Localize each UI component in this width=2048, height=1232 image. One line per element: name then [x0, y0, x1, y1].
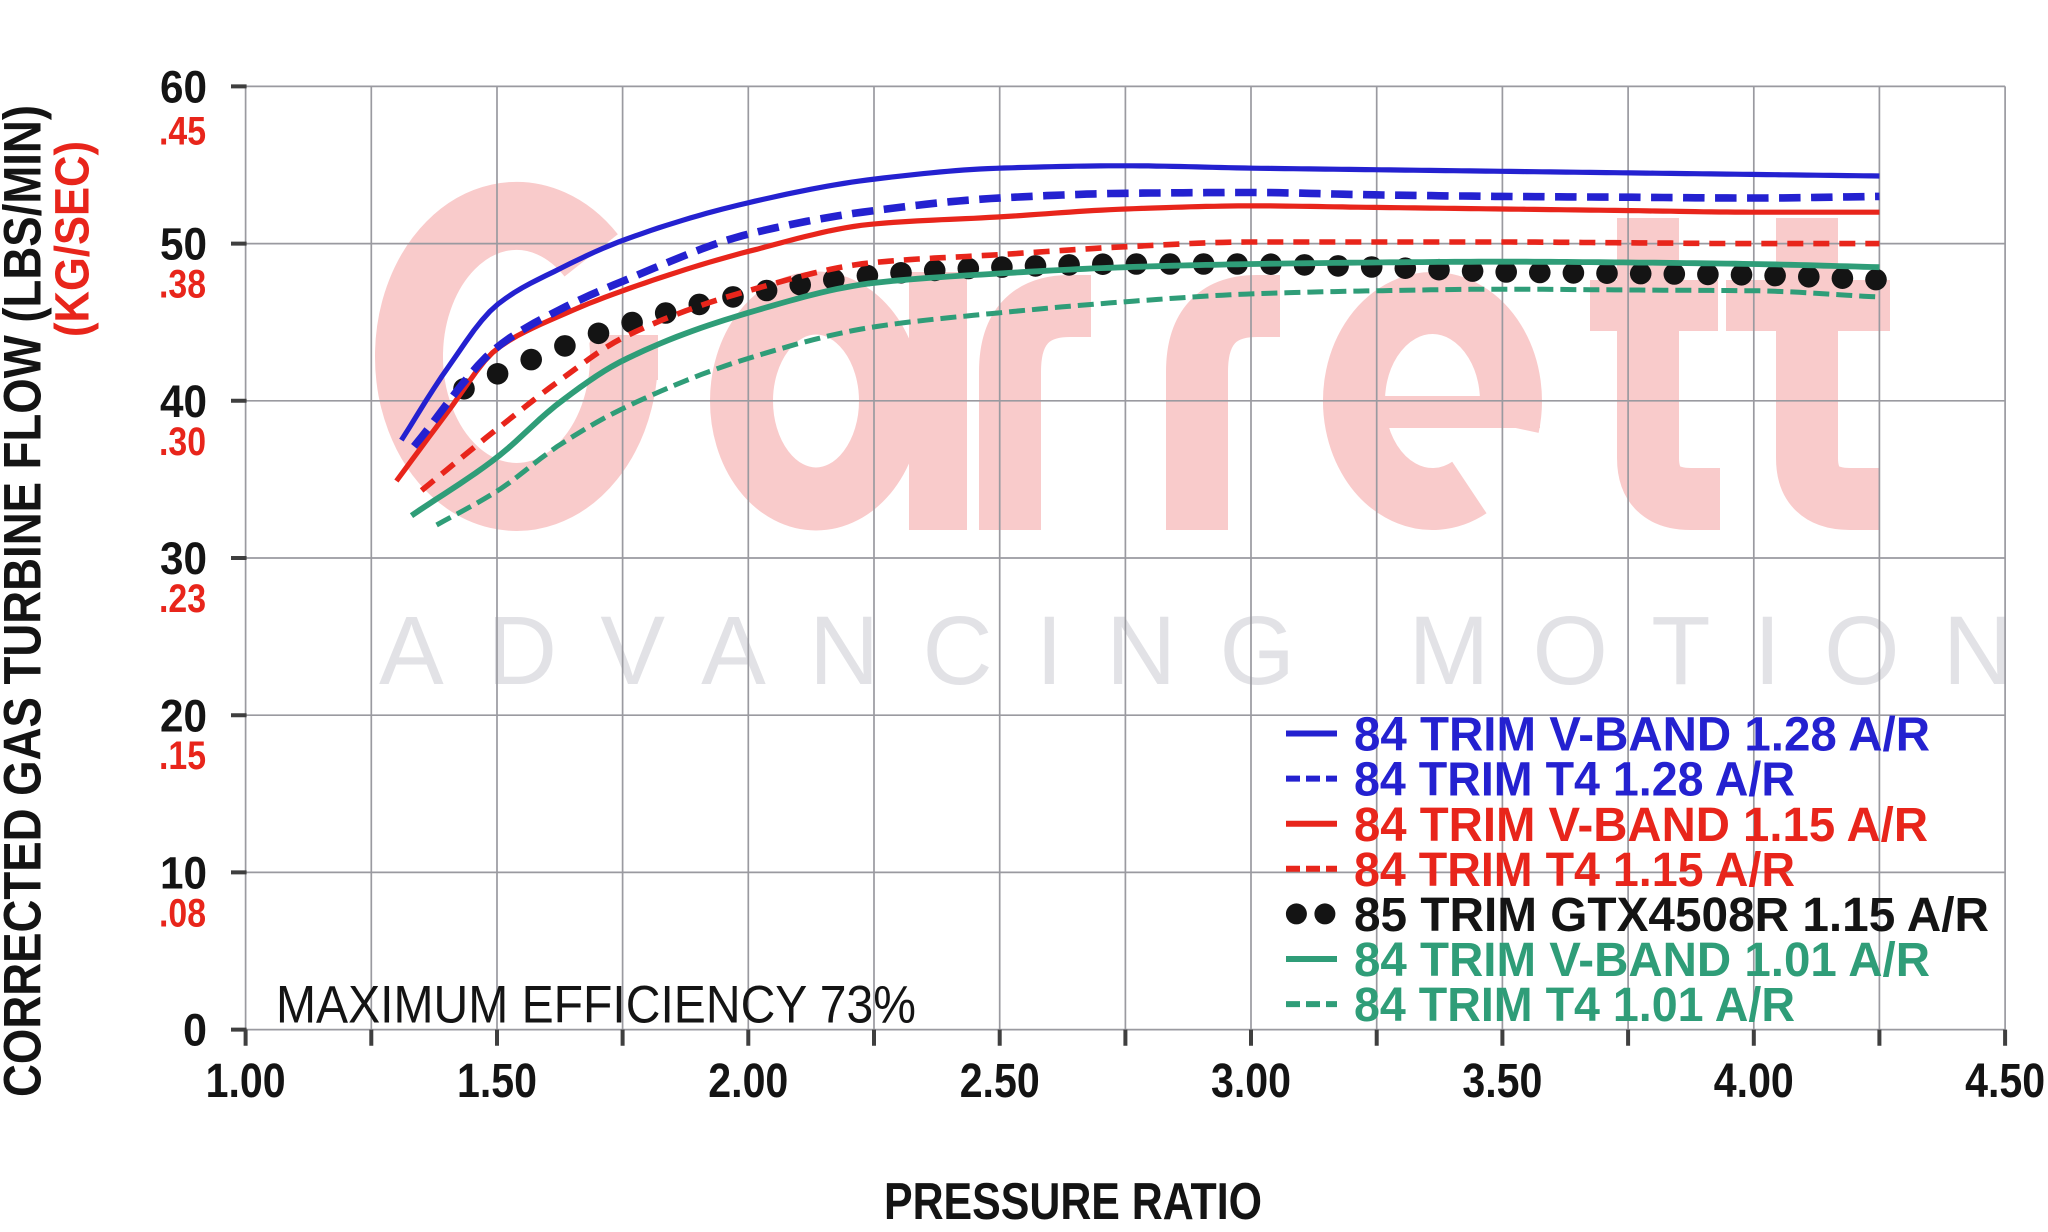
svg-text:4.00: 4.00 — [1714, 1055, 1794, 1108]
svg-text:84 TRIM T4 1.28 A/R: 84 TRIM T4 1.28 A/R — [1354, 754, 1795, 807]
svg-text:2.00: 2.00 — [708, 1055, 788, 1108]
svg-text:1.50: 1.50 — [457, 1055, 537, 1108]
svg-text:.08: .08 — [159, 891, 206, 935]
svg-text:MAXIMUM EFFICIENCY 73%: MAXIMUM EFFICIENCY 73% — [276, 976, 916, 1035]
svg-text:60: 60 — [160, 62, 207, 113]
svg-text:85 TRIM GTX4508R 1.15 A/R: 85 TRIM GTX4508R 1.15 A/R — [1354, 889, 1989, 942]
svg-text:84 TRIM T4 1.01 A/R: 84 TRIM T4 1.01 A/R — [1354, 979, 1795, 1032]
svg-text:84 TRIM V-BAND 1.15 A/R: 84 TRIM V-BAND 1.15 A/R — [1354, 799, 1928, 852]
svg-text:CORRECTED GAS TURBINE FLOW (LB: CORRECTED GAS TURBINE FLOW (LBS/MIN) — [0, 105, 52, 1097]
svg-text:84 TRIM V-BAND 1.28 A/R: 84 TRIM V-BAND 1.28 A/R — [1354, 709, 1930, 762]
svg-text:4.50: 4.50 — [1965, 1055, 2045, 1108]
svg-text:ADVANCING MOTION: ADVANCING MOTION — [379, 596, 2048, 705]
svg-text:2.50: 2.50 — [960, 1055, 1040, 1108]
svg-text:84 TRIM T4 1.15 A/R: 84 TRIM T4 1.15 A/R — [1354, 844, 1795, 897]
svg-text:20: 20 — [160, 690, 207, 741]
svg-text:.23: .23 — [159, 577, 206, 621]
svg-text:3.50: 3.50 — [1462, 1055, 1542, 1108]
svg-text:84 TRIM V-BAND 1.01 A/R: 84 TRIM V-BAND 1.01 A/R — [1354, 934, 1930, 987]
svg-text:.45: .45 — [159, 109, 206, 153]
svg-text:30: 30 — [160, 533, 207, 584]
svg-text:(KG/SEC): (KG/SEC) — [47, 141, 100, 337]
svg-text:40: 40 — [160, 376, 207, 427]
svg-text:.30: .30 — [159, 420, 206, 464]
svg-text:.15: .15 — [159, 734, 206, 778]
svg-text:1.00: 1.00 — [206, 1055, 286, 1108]
svg-text:PRESSURE RATIO: PRESSURE RATIO — [884, 1173, 1262, 1231]
svg-text:3.00: 3.00 — [1211, 1055, 1291, 1108]
svg-text:.38: .38 — [159, 263, 206, 307]
svg-text:50: 50 — [160, 219, 207, 270]
svg-text:0: 0 — [183, 1005, 207, 1056]
svg-text:10: 10 — [160, 848, 207, 899]
